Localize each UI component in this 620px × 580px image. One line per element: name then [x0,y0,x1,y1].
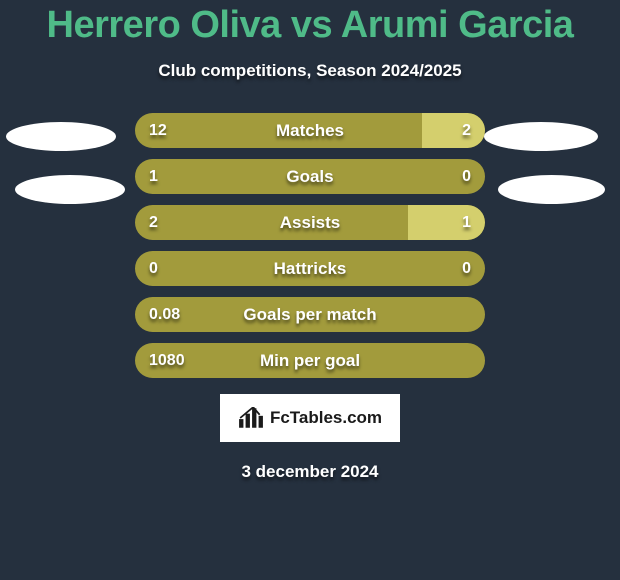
stat-row: 12 Matches 2 [135,113,485,148]
stat-value-right: 1 [462,214,471,232]
stat-value-right: 0 [462,168,471,186]
comparison-chart: 12 Matches 2 1 Goals 0 2 Assists 1 0 Hattricks 0 0.0… [135,113,485,378]
stat-fill-right [422,113,485,148]
stat-value-left: 12 [149,122,167,140]
stat-label: Matches [276,121,344,141]
bars-icon [238,407,264,429]
stat-row: 1080 Min per goal [135,343,485,378]
site-badge: FcTables.com [220,394,400,442]
stat-label: Goals per match [243,305,376,325]
player-ellipse [15,175,125,204]
stat-label: Hattricks [274,259,347,279]
stat-value-left: 1 [149,168,158,186]
stat-row: 2 Assists 1 [135,205,485,240]
stat-label: Assists [280,213,340,233]
stat-row: 0 Hattricks 0 [135,251,485,286]
player-ellipse [484,122,598,151]
stat-fill-right [408,205,485,240]
site-badge-text: FcTables.com [270,408,382,428]
stat-value-left: 0.08 [149,306,180,324]
stat-value-left: 0 [149,260,158,278]
page-title: Herrero Oliva vs Arumi Garcia [0,0,620,47]
stat-value-left: 2 [149,214,158,232]
player-ellipse [498,175,605,204]
stat-label: Min per goal [260,351,360,371]
subtitle: Club competitions, Season 2024/2025 [0,61,620,81]
date-text: 3 december 2024 [0,462,620,482]
stat-row: 0.08 Goals per match [135,297,485,332]
stat-value-right: 0 [462,260,471,278]
stat-value-left: 1080 [149,352,185,370]
stat-label: Goals [286,167,333,187]
stat-row: 1 Goals 0 [135,159,485,194]
player-ellipse [6,122,116,151]
stat-value-right: 2 [462,122,471,140]
